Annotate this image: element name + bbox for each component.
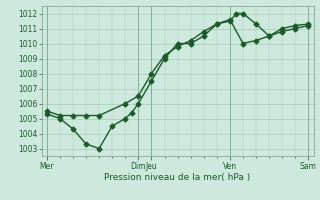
X-axis label: Pression niveau de la mer( hPa ): Pression niveau de la mer( hPa ) xyxy=(104,173,251,182)
